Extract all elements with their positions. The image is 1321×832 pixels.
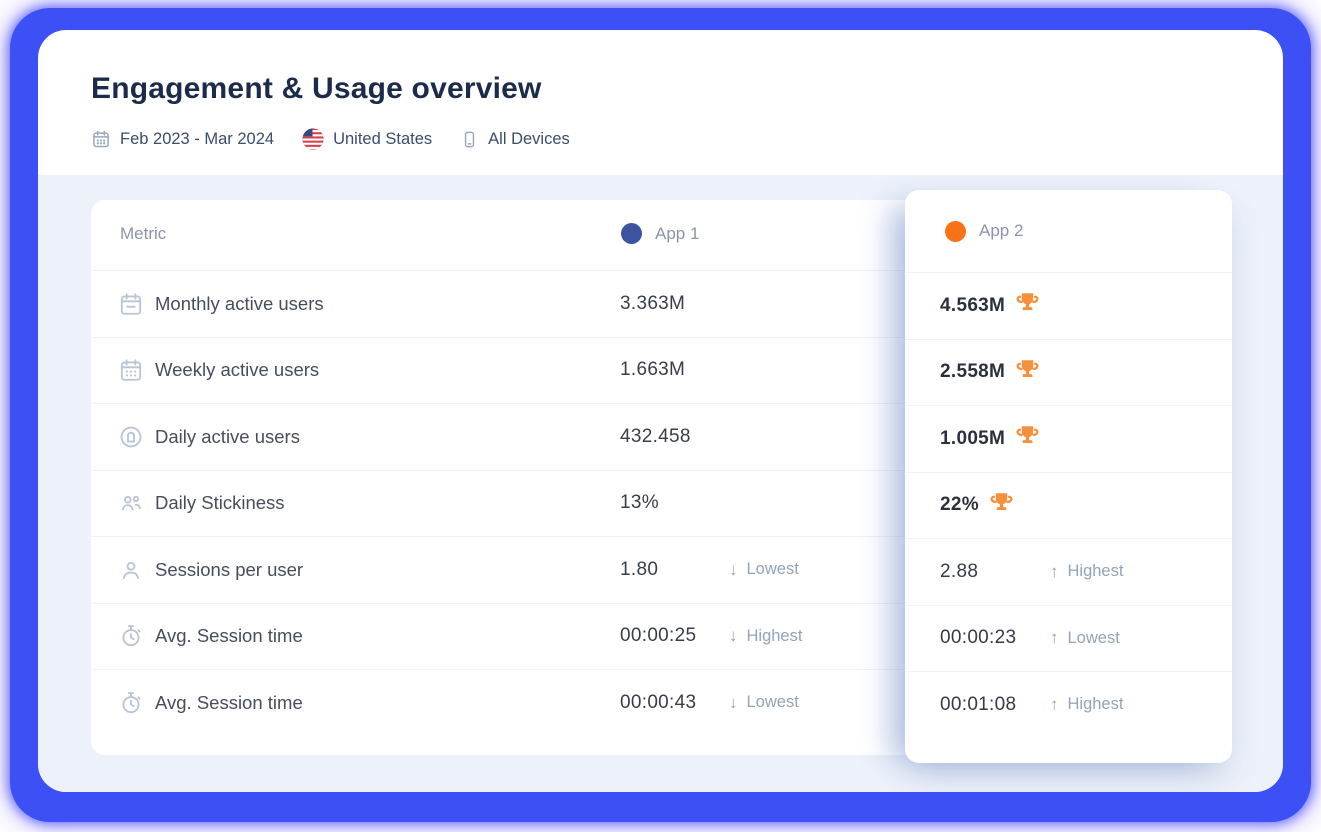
app2-label: App 2	[979, 221, 1024, 240]
app1-rank-badge: ↓ Lowest	[729, 693, 799, 713]
app1-label: App 1	[655, 223, 700, 243]
app2-row: 1.005M	[905, 405, 1232, 472]
app2-value: 1.005M	[940, 427, 1006, 449]
metric-label: Weekly active users	[155, 359, 320, 381]
us-flag-icon	[302, 128, 324, 150]
app2-value-group: 2.558M	[940, 358, 1040, 387]
app1-value: 3.363M	[620, 292, 686, 314]
app1-value: 432.458	[620, 425, 691, 447]
table-row: Weekly active users 1.663M	[91, 336, 1232, 404]
calendar-week-icon	[118, 357, 144, 383]
daily-active-icon	[118, 424, 144, 450]
app2-card: App 2 4.563M 2.558M	[905, 190, 1232, 763]
calendar-icon	[91, 129, 111, 149]
table-row: Monthly active users 3.363M	[91, 270, 1232, 337]
app2-value-group: 1.005M	[940, 424, 1040, 453]
arrow-down-icon: ↓	[729, 626, 738, 646]
app1-column-header: App 1	[621, 223, 699, 244]
app1-value: 00:00:43	[620, 691, 697, 713]
app2-value: 00:01:08	[940, 693, 1017, 715]
app2-value-group: 00:01:08	[940, 694, 1016, 716]
metric-label: Avg. Session time	[155, 691, 303, 713]
table-row: Avg. Session time 00:00:25 ↓ Highest	[91, 602, 1232, 670]
app1-rank-badge: ↓ Lowest	[729, 560, 799, 580]
table-row: Avg. Session time 00:00:43 ↓ Lowest	[91, 669, 1232, 736]
app2-row: 4.563M	[905, 272, 1232, 339]
table-row: Daily Stickiness 13%	[91, 469, 1232, 537]
arrow-up-icon: ↑	[1050, 628, 1059, 648]
date-range-filter[interactable]: Feb 2023 - Mar 2024	[91, 129, 274, 149]
calendar-month-icon	[118, 291, 144, 317]
trophy-icon	[989, 491, 1014, 520]
metric-label: Daily active users	[155, 425, 300, 447]
app2-dot-icon	[945, 220, 966, 242]
app2-rows: 4.563M 2.558M	[905, 272, 1232, 738]
stopwatch-icon	[118, 690, 144, 716]
app2-value: 22%	[940, 494, 979, 516]
app2-value-group: 2.88	[940, 561, 978, 583]
app1-dot-icon	[621, 223, 642, 244]
metric-label: Avg. Session time	[155, 625, 303, 647]
app2-row: 00:01:08 ↑ Highest	[905, 671, 1232, 738]
app2-row: 00:00:23 ↑ Lowest	[905, 604, 1232, 672]
metric-column-header: Metric	[120, 224, 167, 243]
app1-value: 13%	[620, 492, 659, 514]
app2-row: 22%	[905, 471, 1232, 539]
app1-value: 1.80	[620, 558, 659, 580]
overview-card: Engagement & Usage overview Feb 2023 - M…	[38, 30, 1283, 792]
metric-label: Monthly active users	[155, 292, 324, 314]
rank-badge-label: Lowest	[746, 560, 799, 579]
rank-badge-label: Lowest	[1067, 628, 1120, 647]
page-title: Engagement & Usage overview	[91, 72, 542, 105]
filters-bar: Feb 2023 - Mar 2024	[91, 128, 570, 150]
users-icon	[118, 490, 144, 516]
metric-label: Daily Stickiness	[155, 492, 285, 514]
arrow-down-icon: ↓	[729, 692, 738, 712]
user-icon	[118, 557, 144, 583]
rank-badge-label: Highest	[1067, 562, 1124, 581]
app2-rank-badge: ↑ Highest	[1050, 562, 1123, 582]
app1-rank-badge: ↓ Highest	[729, 626, 802, 646]
rank-badge-label: Highest	[1067, 695, 1124, 714]
app2-value-group: 4.563M	[940, 291, 1040, 320]
app2-rank-badge: ↑ Lowest	[1050, 628, 1120, 648]
app2-rank-badge: ↑ Highest	[1050, 695, 1123, 715]
app1-value: 00:00:25	[620, 625, 697, 647]
mobile-device-icon	[460, 130, 479, 149]
app2-value-group: 22%	[940, 491, 1014, 520]
arrow-up-icon: ↑	[1050, 694, 1059, 714]
app2-value: 4.563M	[940, 294, 1006, 316]
country-label: United States	[333, 129, 433, 148]
rank-badge-label: Highest	[746, 626, 803, 645]
devices-label: All Devices	[488, 129, 570, 148]
rank-badge-label: Lowest	[746, 693, 799, 712]
table-rows: Monthly active users 3.363M Weekly activ…	[91, 270, 1232, 736]
table-header: Metric App 1	[91, 200, 1232, 270]
devices-filter[interactable]: All Devices	[460, 130, 570, 149]
table-row: Sessions per user 1.80 ↓ Lowest	[91, 536, 1232, 603]
metric-label: Sessions per user	[155, 558, 304, 580]
arrow-down-icon: ↓	[729, 559, 738, 579]
arrow-up-icon: ↑	[1050, 561, 1059, 581]
app2-row: 2.558M	[905, 338, 1232, 406]
trophy-icon	[1015, 358, 1040, 387]
app2-column-header: App 2	[905, 190, 1232, 272]
country-filter[interactable]: United States	[302, 128, 432, 150]
app2-value: 00:00:23	[940, 627, 1017, 649]
app2-row: 2.88 ↑ Highest	[905, 538, 1232, 605]
stopwatch-icon	[118, 623, 144, 649]
app1-value: 1.663M	[620, 359, 686, 381]
trophy-icon	[1015, 424, 1040, 453]
date-range-label: Feb 2023 - Mar 2024	[120, 129, 275, 148]
table-row: Daily active users 432.458	[91, 403, 1232, 470]
app2-value: 2.88	[940, 560, 979, 582]
trophy-icon	[1015, 291, 1040, 320]
app2-value-group: 00:00:23	[940, 627, 1016, 649]
app2-value: 2.558M	[940, 361, 1006, 383]
